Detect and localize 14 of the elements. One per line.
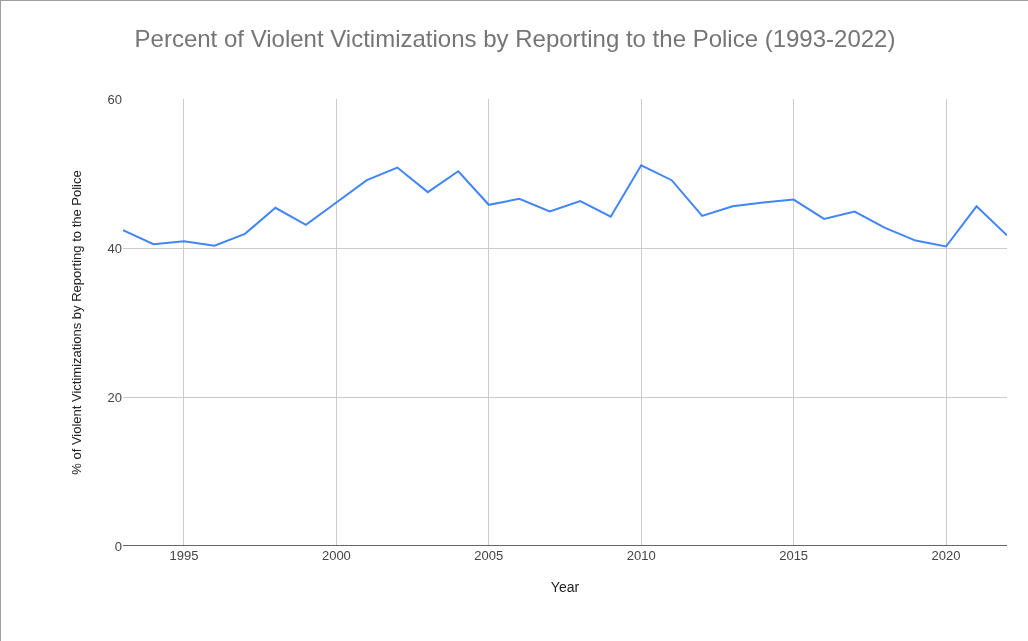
y-axis-title: % of Violent Victimizations by Reporting to the Police — [69, 170, 85, 475]
x-axis-title: Year — [550, 579, 580, 596]
chart-title: Percent of Violent Victimizations by Reporting to the Police (1993-2022) — [134, 24, 896, 52]
x-tick-label: 2010 — [626, 548, 656, 563]
y-tick-label: 40 — [107, 240, 122, 256]
x-tick-label: 2020 — [931, 548, 961, 563]
line-series — [123, 164, 1007, 248]
y-tick-label: 20 — [107, 389, 122, 405]
y-tick-label: 60 — [107, 91, 122, 107]
x-tick-label: 1995 — [169, 548, 199, 563]
y-tick-label: 0 — [114, 538, 122, 554]
x-tick-label: 2015 — [779, 548, 809, 563]
x-tick-label: 2000 — [321, 548, 351, 563]
x-tick-label: 2005 — [474, 548, 504, 563]
